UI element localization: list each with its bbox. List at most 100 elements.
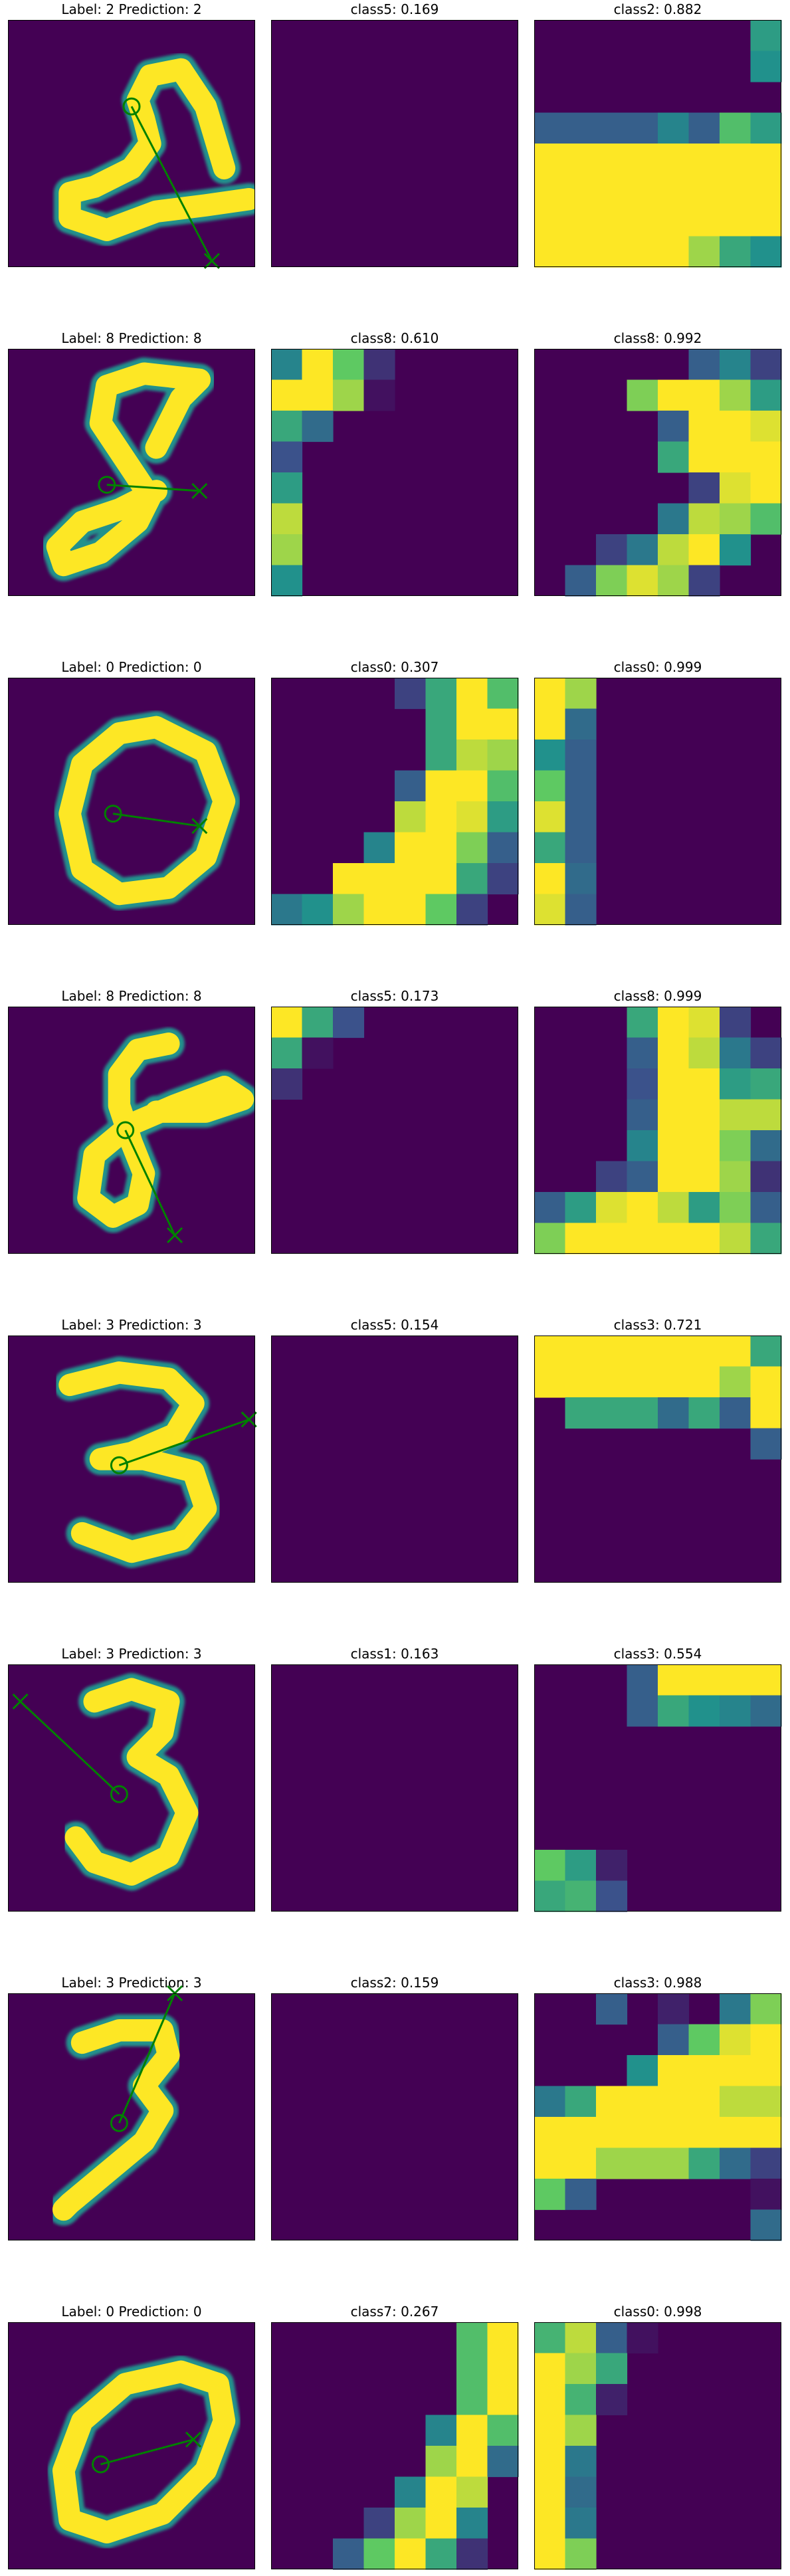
heatmap-cell — [658, 1993, 690, 2025]
arrow-end-cross — [167, 1227, 183, 1244]
heatmap-cell — [720, 1161, 751, 1193]
arrow-start-circle — [116, 1121, 135, 1139]
input-title: Label: 2 Prediction: 2 — [61, 1, 201, 17]
heatmap-cell — [750, 2055, 782, 2087]
heatmap-cell — [658, 1037, 690, 1069]
heatmap-cell — [658, 379, 690, 411]
class-map-panel — [271, 1664, 518, 1912]
heatmap-cell — [487, 863, 519, 895]
heatmap-cell — [271, 565, 303, 597]
heatmap-cell — [565, 565, 597, 597]
heatmap-cell — [565, 1366, 597, 1398]
heatmap-cell — [627, 1192, 658, 1224]
heatmap-cell — [395, 801, 427, 833]
heatmap-cell — [720, 1397, 751, 1429]
heatmap-cell — [627, 236, 658, 268]
heatmap-cell — [565, 1850, 597, 1882]
heatmap-cell — [271, 894, 303, 926]
heatmap-cell — [627, 205, 658, 237]
class-map-title: class2: 0.159 — [351, 1975, 439, 1991]
heatmap-cell — [302, 379, 334, 411]
heatmap-cell — [534, 2384, 566, 2416]
heatmap-cell — [658, 1223, 690, 1254]
arrow-end-cross — [191, 482, 208, 499]
heatmap-cell — [658, 236, 690, 268]
heatmap-cell — [534, 1366, 566, 1398]
digit-stroke — [77, 1033, 254, 1228]
heatmap-cell — [658, 503, 690, 535]
heatmap-cell — [363, 2538, 395, 2570]
heatmap-cell — [627, 2086, 658, 2118]
heatmap-cell — [720, 1366, 751, 1398]
arrow-line — [118, 1419, 250, 1466]
panel-frame — [534, 2322, 781, 2569]
prediction-arrow — [92, 2431, 202, 2474]
heatmap-cell — [425, 770, 457, 802]
heatmap-cell — [487, 2415, 519, 2446]
heatmap-cell — [750, 349, 782, 381]
heatmap-cell — [750, 50, 782, 82]
arrow-start-circle — [98, 476, 116, 494]
class-map-title: class1: 0.163 — [351, 1646, 439, 1662]
heatmap-cell — [395, 2538, 427, 2570]
heatmap-cell — [750, 441, 782, 473]
heatmap-cell — [688, 174, 720, 206]
heatmap-cell — [395, 770, 427, 802]
subplot-row: Label: 8 Prediction: 8 class8: 0.610 class… — [8, 330, 782, 597]
heatmap-cell — [750, 1068, 782, 1100]
heatmap-cell — [688, 2147, 720, 2179]
heatmap-cell — [425, 2538, 457, 2570]
arrow-end-cross — [185, 2431, 202, 2448]
class-map-panel — [534, 1664, 782, 1912]
heatmap-cell — [720, 1068, 751, 1100]
heatmap-cell — [302, 349, 334, 381]
heatmap-cell — [720, 2055, 751, 2087]
subplot-row: Label: 2 Prediction: 2 class5: 0.169 class… — [8, 1, 782, 269]
heatmap-cell — [302, 1007, 334, 1039]
heatmap-cell — [363, 379, 395, 411]
heatmap-cell — [658, 1007, 690, 1039]
heatmap-cell — [565, 832, 597, 864]
heatmap-cell — [271, 349, 303, 381]
heatmap-cell — [565, 2179, 597, 2211]
heatmap-cell — [425, 740, 457, 771]
heatmap-cell — [596, 112, 628, 144]
heatmap-cell — [688, 1099, 720, 1131]
heatmap-cell — [658, 1130, 690, 1162]
arrow-line — [118, 1993, 176, 2124]
heatmap-cell — [688, 349, 720, 381]
arrow-line — [130, 106, 213, 262]
heatmap-cell — [658, 205, 690, 237]
panel-frame — [271, 1336, 518, 1583]
class-map-background — [271, 1993, 518, 2240]
heatmap-cell — [363, 832, 395, 864]
heatmap-cell — [596, 2322, 628, 2354]
heatmap-cell — [271, 1007, 303, 1039]
heatmap-cell — [658, 1192, 690, 1224]
heatmap-cell — [688, 411, 720, 443]
heatmap-cell — [534, 832, 566, 864]
heatmap-cell — [565, 2322, 597, 2354]
heatmap-cell — [596, 174, 628, 206]
prediction-arrow — [12, 1693, 128, 1803]
panel-frame — [8, 1664, 255, 1912]
panel-frame — [271, 349, 518, 596]
arrow-start-circle — [110, 1785, 128, 1803]
subplot-grid: Label: 2 Prediction: 2 class5: 0.169 class… — [8, 1, 782, 2570]
input-title: Label: 3 Prediction: 3 — [61, 1975, 201, 1991]
prediction-arrow — [110, 1411, 257, 1474]
heatmap-cell — [720, 236, 751, 268]
prediction-arrow — [98, 476, 208, 499]
heatmap-cell — [658, 2055, 690, 2087]
heatmap-cell — [363, 894, 395, 926]
heatmap-cell — [395, 2476, 427, 2508]
heatmap-cell — [720, 205, 751, 237]
panel-frame — [8, 349, 255, 596]
heatmap-cell — [688, 2024, 720, 2056]
heatmap-cell — [750, 205, 782, 237]
heatmap-cell — [363, 349, 395, 381]
heatmap-cell — [487, 2446, 519, 2478]
heatmap-cell — [750, 20, 782, 52]
heatmap-cell — [688, 1007, 720, 1039]
heatmap-cell — [425, 832, 457, 864]
